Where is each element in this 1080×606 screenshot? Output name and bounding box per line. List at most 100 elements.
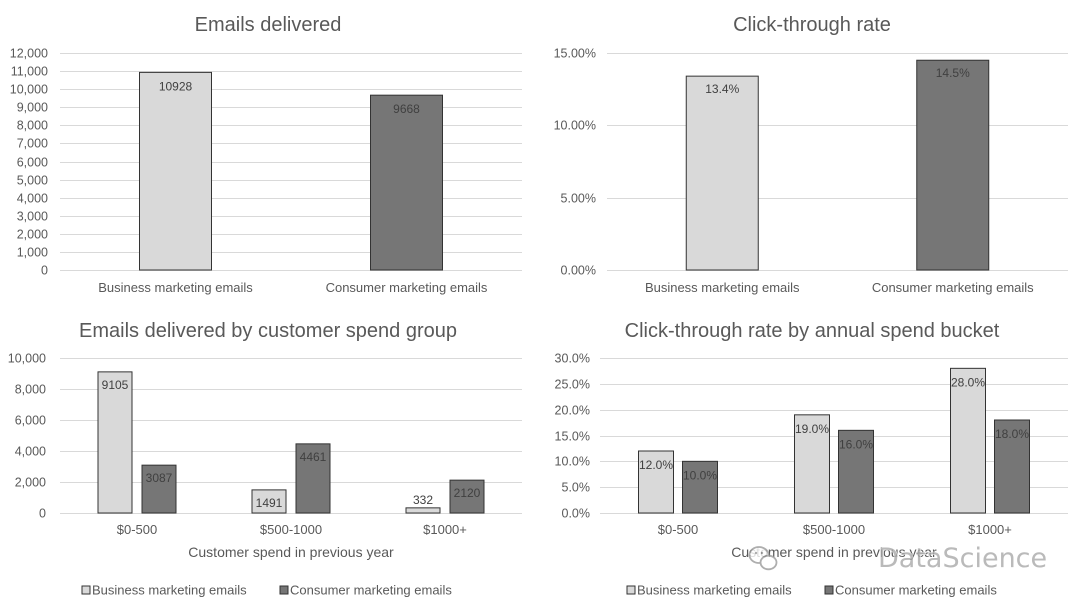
bar-consumer-marketing-emails-500-1000: [838, 429, 874, 514]
y-tick-label: 5,000: [17, 174, 48, 188]
data-label: 1491: [256, 496, 283, 510]
bar-business-marketing-emails: [139, 71, 212, 271]
bar-business-marketing-emails-500-1000: [794, 414, 830, 514]
x-axis: Business marketing emails Consumer market…: [645, 280, 1034, 295]
data-label: 10.0%: [683, 468, 717, 482]
bar-consumer-marketing-emails: [370, 94, 443, 271]
bar-consumer-marketing-emails-0-500: [682, 460, 718, 514]
chart-panel-2: Click-through rate 0.00% 5.00% 10.00% 15.00%…: [554, 14, 1068, 295]
data-label: 4461: [300, 450, 327, 464]
data-label: 28.0%: [951, 375, 985, 389]
x-axis: $0-500 $500-1000 $1000+: [117, 522, 467, 537]
chart-title: Click-through rate: [733, 14, 891, 36]
x-category-label: Business marketing emails: [98, 280, 253, 295]
y-tick-label: 1,000: [17, 246, 48, 260]
legend-swatch-business-marketing-emails: [626, 585, 636, 595]
bars: [638, 367, 1030, 514]
y-tick-label: 0: [41, 264, 48, 278]
y-tick-label: 20.0%: [555, 404, 590, 418]
y-tick-label: 6,000: [15, 414, 46, 428]
watermark: DataScience: [748, 542, 1048, 575]
bar-business-marketing-emails-500-1000: [251, 489, 287, 514]
y-tick-label: 5.00%: [561, 192, 596, 206]
legend-label-business-marketing-emails: Business marketing emails: [92, 583, 247, 598]
bar-business-marketing-emails-0-500: [97, 371, 133, 514]
bars: [685, 59, 990, 271]
bars: [139, 71, 443, 271]
x-axis: $0-500 $500-1000 $1000+: [658, 522, 1012, 537]
y-tick-label: 3,000: [17, 210, 48, 224]
y-tick-label: 4,000: [17, 192, 48, 206]
y-axis: 0.0% 5.0% 10.0% 15.0% 20.0% 25.0% 30.0%: [555, 352, 1068, 521]
bars: [97, 371, 485, 514]
x-axis-title: Customer spend in previous year: [731, 544, 937, 560]
x-category-label: Consumer marketing emails: [872, 280, 1034, 295]
x-category-label: Consumer marketing emails: [326, 280, 488, 295]
bar-business-marketing-emails-1000: [405, 507, 441, 514]
y-tick-label: 2,000: [15, 476, 46, 490]
bar-consumer-marketing-emails-500-1000: [295, 443, 331, 514]
legend-swatch-business-marketing-emails: [81, 585, 91, 595]
y-tick-label: 8,000: [15, 383, 46, 397]
chart-panel-3: Emails delivered by customer spend group…: [8, 320, 522, 598]
bar-consumer-marketing-emails-0-500: [141, 464, 177, 514]
legend: Business marketing emails Consumer market…: [626, 583, 997, 598]
data-labels: 9105 3087 1491 4461 332 2120: [102, 378, 481, 510]
y-tick-label: 10.0%: [555, 455, 590, 469]
bar-business-marketing-emails-1000: [950, 367, 986, 514]
legend-label-consumer-marketing-emails: Consumer marketing emails: [290, 583, 452, 598]
y-tick-label: 30.0%: [555, 352, 590, 366]
data-label: 12.0%: [639, 458, 673, 472]
bar-consumer-marketing-emails-1000: [994, 419, 1030, 514]
y-tick-label: 0.0%: [562, 507, 591, 521]
data-labels: 13.4% 14.5%: [705, 66, 970, 96]
y-tick-label: 25.0%: [555, 378, 590, 392]
y-axis: 0.00% 5.00% 10.00% 15.00%: [554, 47, 1068, 278]
legend: Business marketing emails Consumer market…: [81, 583, 452, 598]
y-tick-label: 6,000: [17, 156, 48, 170]
chart-title: Emails delivered by customer spend group: [79, 320, 457, 342]
bar-business-marketing-emails: [685, 75, 759, 271]
x-axis-title: Customer spend in previous year: [188, 544, 394, 560]
x-axis: Business marketing emails Consumer market…: [98, 280, 488, 295]
y-tick-label: 0: [39, 507, 46, 521]
legend-swatch-consumer-marketing-emails: [279, 585, 289, 595]
bar-consumer-marketing-emails: [916, 59, 990, 271]
data-label: 10928: [159, 79, 193, 93]
y-tick-label: 7,000: [17, 137, 48, 151]
y-tick-label: 10.00%: [554, 119, 596, 133]
data-label: 2120: [454, 486, 481, 500]
x-category-label: $1000+: [968, 522, 1012, 537]
data-label: 332: [413, 493, 433, 507]
x-category-label: $500-1000: [803, 522, 865, 537]
y-tick-label: 5.0%: [562, 481, 591, 495]
data-label: 9105: [102, 378, 129, 392]
data-label: 18.0%: [995, 427, 1029, 441]
y-tick-label: 12,000: [10, 47, 48, 61]
y-tick-label: 15.0%: [555, 430, 590, 444]
y-axis: 0 1,000 2,000 3,000 4,000 5,000 6,000 7,000 8,00…: [10, 47, 522, 278]
watermark-text: DataScience: [878, 543, 1047, 574]
y-tick-label: 10,000: [8, 352, 46, 366]
data-labels: 10928 9668: [159, 79, 420, 116]
y-tick-label: 2,000: [17, 228, 48, 242]
y-tick-label: 9,000: [17, 101, 48, 115]
x-category-label: $0-500: [117, 522, 157, 537]
legend-label-consumer-marketing-emails: Consumer marketing emails: [835, 583, 997, 598]
y-axis: 0 2,000 4,000 6,000 8,000 10,000: [8, 352, 522, 521]
data-label: 13.4%: [705, 82, 739, 96]
wechat-icon: [748, 546, 778, 571]
y-tick-label: 10,000: [10, 83, 48, 97]
x-category-label: Business marketing emails: [645, 280, 800, 295]
bar-business-marketing-emails-0-500: [638, 450, 674, 514]
chart-title: Click-through rate by annual spend bucke…: [625, 320, 1000, 342]
y-tick-label: 15.00%: [554, 47, 596, 61]
chart-panel-1: Emails delivered 0 1,000 2,000 3,000 4,000 5,0…: [10, 14, 522, 295]
y-tick-label: 8,000: [17, 119, 48, 133]
bar-consumer-marketing-emails-1000: [449, 479, 485, 514]
y-tick-label: 0.00%: [561, 264, 596, 278]
x-category-label: $500-1000: [260, 522, 322, 537]
x-category-label: $0-500: [658, 522, 698, 537]
y-tick-label: 11,000: [11, 65, 48, 79]
